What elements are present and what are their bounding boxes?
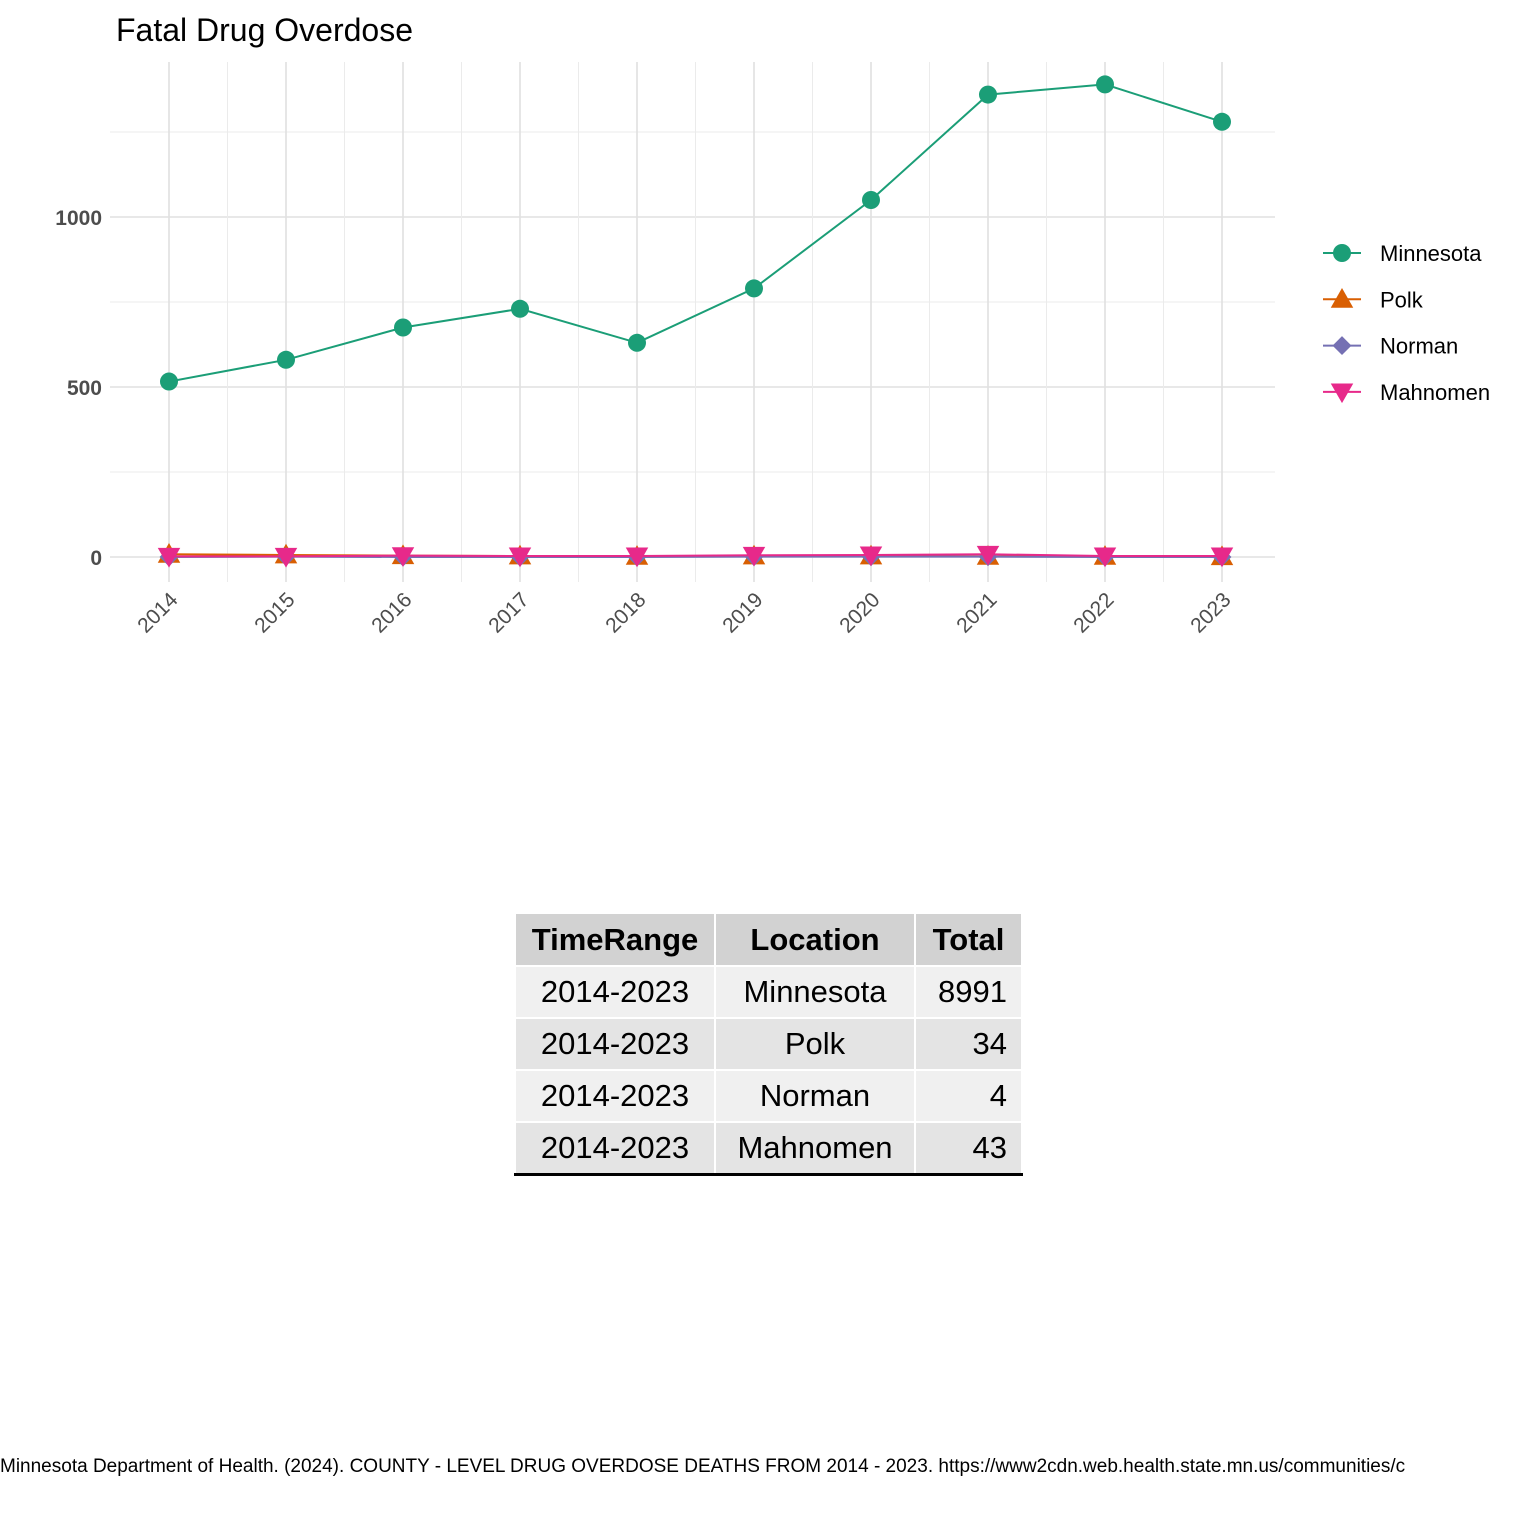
series: [157, 75, 1234, 568]
data-point: [274, 547, 298, 568]
data-point: [976, 545, 1000, 566]
cell-total: 8991: [914, 965, 1023, 1019]
cell-location: Mahnomen: [714, 1121, 916, 1176]
legend-item-polk: Polk: [1323, 287, 1424, 312]
y-tick-label: 0: [90, 547, 102, 570]
header-timerange: TimeRange: [514, 912, 716, 967]
data-point: [979, 85, 997, 104]
data-point: [157, 547, 181, 568]
x-axis-ticks: 2014 2015 2016 2017 2018 2019 2020 2021 2022 2023: [133, 588, 1235, 638]
x-tick-label: 2019: [718, 588, 767, 637]
cell-timerange: 2014-2023: [514, 965, 716, 1019]
legend: Minnesota Polk Norman Mahnomen: [1323, 241, 1490, 405]
x-tick-label: 2021: [952, 588, 1001, 637]
data-point: [859, 546, 883, 567]
series-line: [169, 553, 1222, 558]
legend-key-marker: [1330, 288, 1354, 308]
data-point: [1210, 547, 1234, 568]
legend-key-marker: [1332, 336, 1352, 356]
table-row: 2014-2023 Minnesota 8991: [514, 965, 1023, 1019]
cell-total: 34: [914, 1017, 1023, 1071]
legend-item-norman: Norman: [1323, 334, 1458, 359]
x-tick-label: 2022: [1069, 588, 1118, 637]
cell-timerange: 2014-2023: [514, 1121, 716, 1176]
legend-label: Polk: [1380, 287, 1424, 312]
header-location: Location: [714, 912, 916, 967]
summary-table: TimeRange Location Total 2014-2023 Minne…: [514, 912, 1023, 1176]
y-tick-label: 500: [67, 377, 102, 400]
cell-total: 4: [914, 1069, 1023, 1123]
data-point: [1096, 75, 1114, 94]
legend-item-mahnomen: Mahnomen: [1323, 380, 1490, 405]
data-point: [160, 372, 178, 391]
cell-location: Norman: [714, 1069, 916, 1123]
table-row: 2014-2023 Norman 4: [514, 1069, 1023, 1123]
cell-timerange: 2014-2023: [514, 1069, 716, 1123]
data-point: [277, 350, 295, 369]
x-tick-label: 2023: [1186, 588, 1235, 637]
grid: [110, 62, 1275, 582]
data-point: [508, 547, 532, 568]
x-tick-label: 2018: [601, 588, 650, 637]
legend-key-marker: [1330, 383, 1354, 404]
x-tick-label: 2020: [835, 588, 884, 637]
data-point: [1213, 112, 1231, 131]
x-tick-label: 2015: [250, 588, 299, 637]
series-minnesota: [160, 75, 1231, 391]
cell-location: Minnesota: [714, 965, 916, 1019]
data-point: [745, 279, 763, 298]
series-mahnomen: [157, 545, 1234, 568]
cell-location: Polk: [714, 1017, 916, 1071]
x-tick-label: 2014: [133, 588, 183, 638]
x-tick-label: 2016: [367, 588, 416, 637]
header-total: Total: [914, 912, 1023, 967]
y-tick-label: 1000: [55, 207, 102, 230]
legend-item-minnesota: Minnesota: [1323, 241, 1482, 266]
table-row: 2014-2023 Polk 34: [514, 1017, 1023, 1071]
data-point: [742, 546, 766, 567]
x-tick-label: 2017: [484, 588, 533, 637]
data-point: [628, 333, 646, 352]
y-axis-ticks: 0 500 1000: [55, 207, 102, 570]
data-point: [862, 191, 880, 209]
data-point: [391, 547, 415, 567]
legend-label: Minnesota: [1380, 241, 1482, 266]
data-point: [511, 299, 529, 318]
data-point: [625, 547, 649, 568]
source-caption: Minnesota Department of Health. (2024). …: [0, 1456, 1406, 1477]
data-point: [394, 318, 412, 337]
legend-label: Mahnomen: [1380, 380, 1490, 405]
legend-label: Norman: [1380, 334, 1458, 359]
cell-total: 43: [914, 1121, 1023, 1176]
data-point: [1093, 547, 1117, 568]
chart-title: Fatal Drug Overdose: [116, 12, 413, 48]
table-header-row: TimeRange Location Total: [514, 912, 1023, 967]
cell-timerange: 2014-2023: [514, 1017, 716, 1071]
table-row: 2014-2023 Mahnomen 43: [514, 1121, 1023, 1176]
legend-key-marker: [1333, 244, 1351, 262]
series-line: [168, 83, 1223, 383]
